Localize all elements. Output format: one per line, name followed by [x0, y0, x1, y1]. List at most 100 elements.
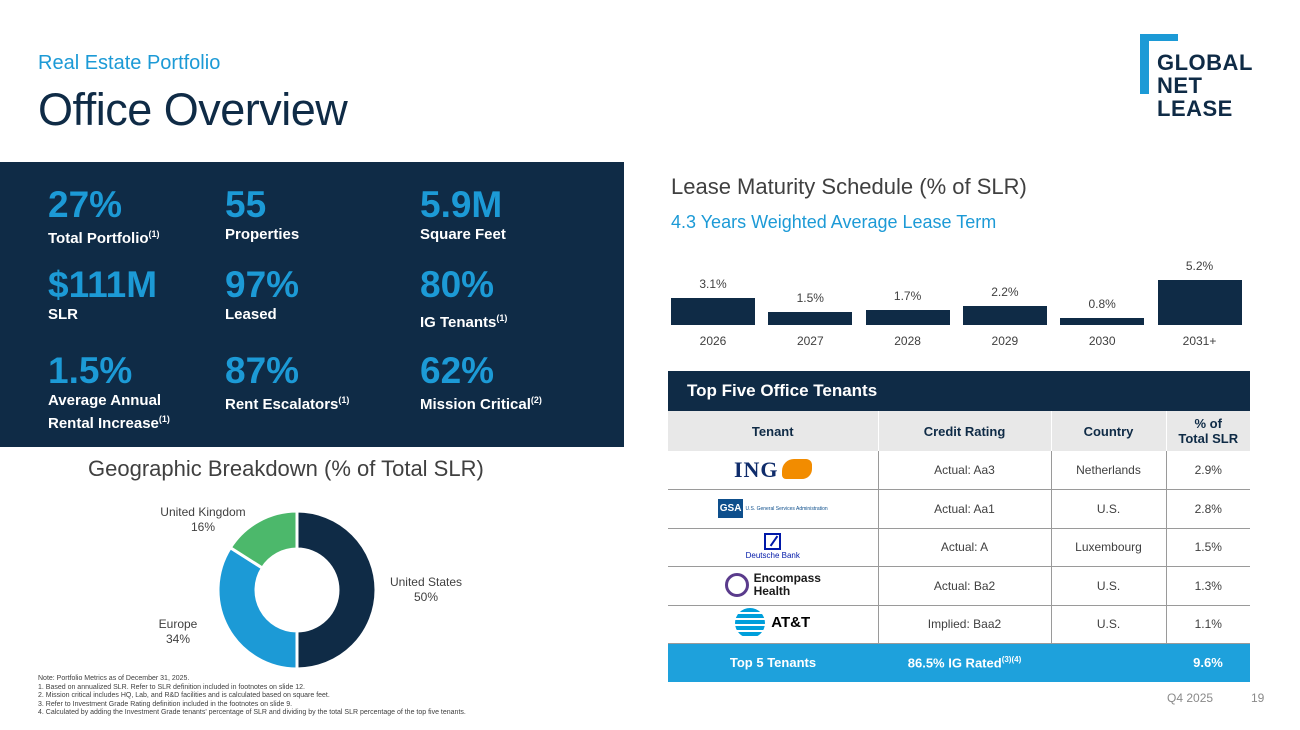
col-header-pct: % of Total SLR	[1166, 411, 1250, 451]
geo-donut-chart	[216, 509, 378, 671]
bar-2031+	[1157, 280, 1242, 325]
metric-rent-escalators: 87% Rent Escalators(1)	[225, 352, 349, 414]
encompass-icon	[724, 572, 749, 597]
section-kicker: Real Estate Portfolio	[38, 52, 221, 74]
deutsche-bank-icon	[764, 533, 782, 551]
metric-label: Rent Escalators(1)	[225, 395, 350, 413]
total-country	[1051, 643, 1166, 682]
footnote: 2. Mission critical includes HQ, Lab, an…	[38, 692, 330, 699]
metric-label: SLR	[48, 306, 78, 323]
pct-cell: 1.1%	[1166, 605, 1250, 644]
bar-value-label: 0.8%	[1088, 297, 1116, 312]
page-number: 19	[1251, 691, 1265, 705]
metric-label: Square Feet	[420, 226, 506, 243]
metric-value: 5.9M	[420, 184, 503, 225]
pie-label-us: United States 50%	[389, 575, 463, 604]
footnote: 3. Refer to Investment Grade Rating defi…	[38, 700, 293, 708]
table-title: Top Five Office Tenants	[668, 371, 1250, 411]
table-row: ING Actual: Aa3 Netherlands 2.9%	[668, 451, 1250, 490]
bar-2030	[1060, 318, 1145, 325]
slice-united-kingdom	[228, 509, 299, 571]
pie-label-uk: United Kingdom 16%	[160, 505, 246, 534]
table-header-row: Tenant Credit Rating Country % of Total S…	[668, 411, 1250, 451]
table-row: Deutsche Bank Actual: A Luxembourg 1.5%	[668, 528, 1250, 567]
bar-value-label: 3.1%	[699, 277, 727, 292]
col-header-country: Country	[1051, 411, 1167, 451]
metric-label: Properties	[225, 226, 300, 243]
logo-bracket-top	[1140, 34, 1178, 41]
pct-cell: 1.3%	[1166, 566, 1250, 606]
col-header-credit: Credit Rating	[878, 411, 1052, 451]
country-cell: U.S.	[1051, 605, 1167, 644]
tenant-logo-att: AT&T	[668, 605, 879, 644]
tenant-logo-deutsche-bank: Deutsche Bank	[668, 528, 879, 567]
metric-annual-increase: 1.5% Average Annual Rental Increase(1)	[48, 352, 170, 433]
footnote: Note: Portfolio Metrics as of December 3…	[38, 675, 190, 682]
metric-properties: 55 Properties	[225, 186, 299, 244]
metric-label: Total Portfolio(1)	[48, 229, 160, 247]
slice-europe	[216, 545, 299, 671]
logo-text: GLOBAL NET LEASE	[1157, 51, 1253, 120]
bar-value-label: 5.2%	[1185, 259, 1214, 273]
table-total-row: Top 5 Tenants 86.5% IG Rated(3)(4) 9.6%	[668, 643, 1250, 682]
metric-slr: $111M SLR	[48, 266, 157, 324]
footer-quarter: Q4 2025	[1167, 691, 1214, 705]
metric-value: 80%	[420, 264, 495, 305]
x-tick-label: 2029	[991, 334, 1019, 348]
x-tick-label: 2030	[1088, 334, 1116, 348]
metric-label: Average Annual Rental Increase(1)	[48, 392, 170, 432]
top-tenants-table: Top Five Office Tenants Tenant Credit Ra…	[668, 371, 1250, 682]
logo-line-3: LEASE	[1157, 96, 1233, 121]
logo-line-2: NET	[1157, 73, 1203, 98]
pct-cell: 2.9%	[1166, 451, 1250, 490]
bar-2027	[768, 312, 853, 325]
metric-ig-tenants: 80% IG Tenants(1)	[420, 266, 507, 332]
geo-chart-title: Geographic Breakdown (% of Total SLR)	[88, 456, 484, 481]
metric-label: Leased	[225, 306, 277, 323]
country-cell: Luxembourg	[1051, 528, 1167, 567]
metric-total-portfolio: 27% Total Portfolio(1)	[48, 186, 160, 248]
bar-2028	[865, 310, 950, 325]
logo-line-1: GLOBAL	[1157, 50, 1253, 75]
slice-united-states	[295, 509, 378, 671]
bar-2026	[671, 298, 755, 325]
logo-bracket	[1140, 34, 1149, 94]
lease-chart-title: Lease Maturity Schedule (% of SLR)	[671, 174, 1027, 199]
table-row: Encompass Health Actual: Ba2 U.S. 1.3%	[668, 566, 1250, 606]
metrics-panel: 27% Total Portfolio(1) 55 Properties 5.9…	[0, 162, 624, 447]
pie-label-europe: Europe 34%	[158, 617, 198, 646]
bar-2029	[962, 305, 1047, 325]
page-title: Office Overview	[38, 84, 348, 135]
country-cell: Netherlands	[1051, 451, 1167, 490]
att-globe-icon	[735, 607, 766, 638]
metric-value: 62%	[420, 350, 495, 391]
table-row: GSA U.S. General Services Administration …	[668, 489, 1250, 529]
metric-value: 97%	[225, 264, 300, 305]
metric-value: 27%	[48, 184, 123, 225]
metric-value: $111M	[48, 264, 158, 305]
footnote: 4. Calculated by adding the Investment G…	[38, 709, 466, 716]
credit-cell: Actual: Ba2	[878, 566, 1052, 606]
total-label: Top 5 Tenants	[668, 643, 878, 682]
metric-leased: 97% Leased	[225, 266, 299, 324]
metric-label: IG Tenants(1)	[420, 313, 508, 331]
x-tick-label: 2027	[796, 334, 824, 348]
metric-value: 55	[225, 184, 267, 225]
credit-cell: Actual: Aa3	[878, 451, 1052, 490]
lease-chart-subtitle: 4.3 Years Weighted Average Lease Term	[671, 212, 997, 232]
table-row: AT&T Implied: Baa2 U.S. 1.1%	[668, 605, 1250, 644]
tenant-logo-gsa: GSA U.S. General Services Administration	[668, 489, 879, 529]
x-tick-label: 2031+	[1182, 334, 1217, 348]
total-credit: 86.5% IG Rated(3)(4)	[878, 643, 1051, 682]
country-cell: U.S.	[1051, 566, 1167, 606]
credit-cell: Actual: Aa1	[878, 489, 1052, 529]
pct-cell: 2.8%	[1166, 489, 1250, 529]
x-tick-label: 2028	[894, 334, 921, 348]
company-logo: GLOBAL NET LEASE	[1140, 34, 1280, 124]
metric-label: Mission Critical(2)	[420, 395, 542, 413]
bar-value-label: 1.5%	[796, 291, 824, 306]
credit-cell: Implied: Baa2	[878, 605, 1052, 644]
metric-value: 87%	[225, 350, 300, 391]
tenant-logo-encompass: Encompass Health	[668, 566, 879, 606]
bar-value-label: 2.2%	[991, 284, 1019, 299]
